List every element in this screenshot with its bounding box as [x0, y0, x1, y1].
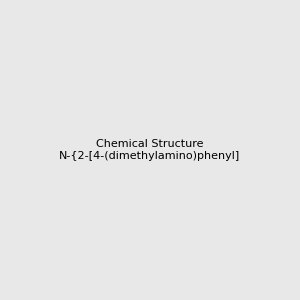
Text: Chemical Structure
N-{2-[4-(dimethylamino)phenyl]: Chemical Structure N-{2-[4-(dimethylamin…	[59, 139, 241, 161]
